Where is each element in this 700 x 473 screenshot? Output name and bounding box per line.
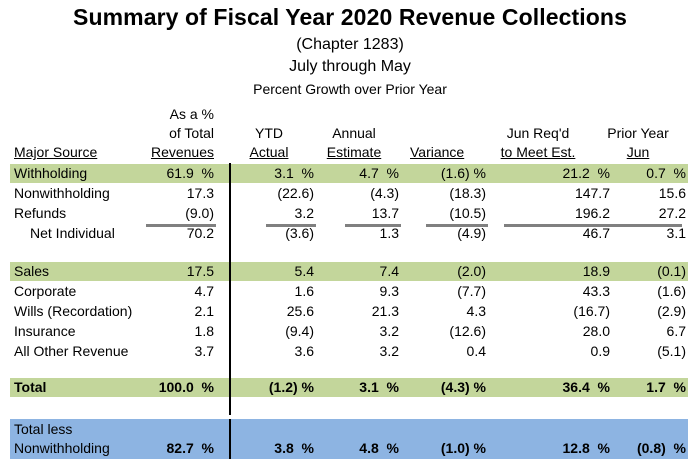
refunds-underline-jun [504, 224, 612, 227]
subtitle-chapter: (Chapter 1283) [296, 36, 404, 53]
page-title: Summary of Fiscal Year 2020 Revenue Coll… [73, 4, 627, 30]
header-variance: Variance [410, 144, 465, 160]
table-row-refunds: Refunds (9.0) 3.2 13.7 (10.5) 196.2 27.2 [14, 205, 686, 221]
table-row-sales: Sales 17.5 5.4 7.4 (2.0) 18.9 (0.1) [14, 263, 686, 279]
table-row-corporate: Corporate 4.7 1.6 9.3 (7.7) 43.3 (1.6) [14, 283, 686, 299]
table-row-total-less-nonwithholding: Nonwithholding 82.7 % 3.8 % 4.8 % (1.0) … [14, 440, 686, 456]
column-divider [229, 163, 231, 415]
header-prior-year: Prior Year Jun [607, 125, 669, 160]
header-jun-required: Jun Req'd to Meet Est. [500, 125, 576, 160]
table-row-all-other-revenue: All Other Revenue 3.7 3.6 3.2 0.4 0.9 (5… [14, 343, 686, 359]
table-row-wills-recordation: Wills (Recordation) 2.1 25.6 21.3 4.3 (1… [14, 303, 686, 319]
highlight-total-less [10, 419, 688, 459]
refunds-underline-pct [146, 224, 216, 227]
refunds-underline-annual [345, 224, 401, 227]
highlight-total [10, 378, 688, 397]
table-row-insurance: Insurance 1.8 (9.4) 3.2 (12.6) 28.0 6.7 [14, 323, 686, 339]
highlight-sales [10, 262, 688, 281]
header-ytd: YTD Actual [249, 125, 289, 160]
highlight-withholding [10, 164, 688, 183]
table-row-total-less: Total less [14, 421, 73, 437]
refunds-underline-variance [426, 224, 488, 227]
table-row-nonwithholding: Nonwithholding 17.3 (22.6) (4.3) (18.3) … [14, 185, 686, 201]
refunds-underline-ytd [266, 224, 316, 227]
header-major-source: Major Source [14, 144, 98, 160]
subtitle-growth: Percent Growth over Prior Year [253, 81, 447, 97]
table-row-withholding: Withholding 61.9 % 3.1 % 4.7 % (1.6) % 2… [14, 165, 686, 181]
subtitle-period: July through May [289, 58, 411, 75]
table-row-net-individual: Net Individual 70.2 (3.6) 1.3 (4.9) 46.7… [30, 225, 686, 241]
refunds-underline-prior [608, 224, 682, 227]
header-pct-total: As a % of Total Revenues [150, 106, 214, 160]
column-divider-bottom [229, 419, 231, 459]
table-row-total: Total 100.0 % (1.2) % 3.1 % (4.3) % 36.4… [14, 379, 686, 395]
header-annual: Annual Estimate [326, 125, 382, 160]
